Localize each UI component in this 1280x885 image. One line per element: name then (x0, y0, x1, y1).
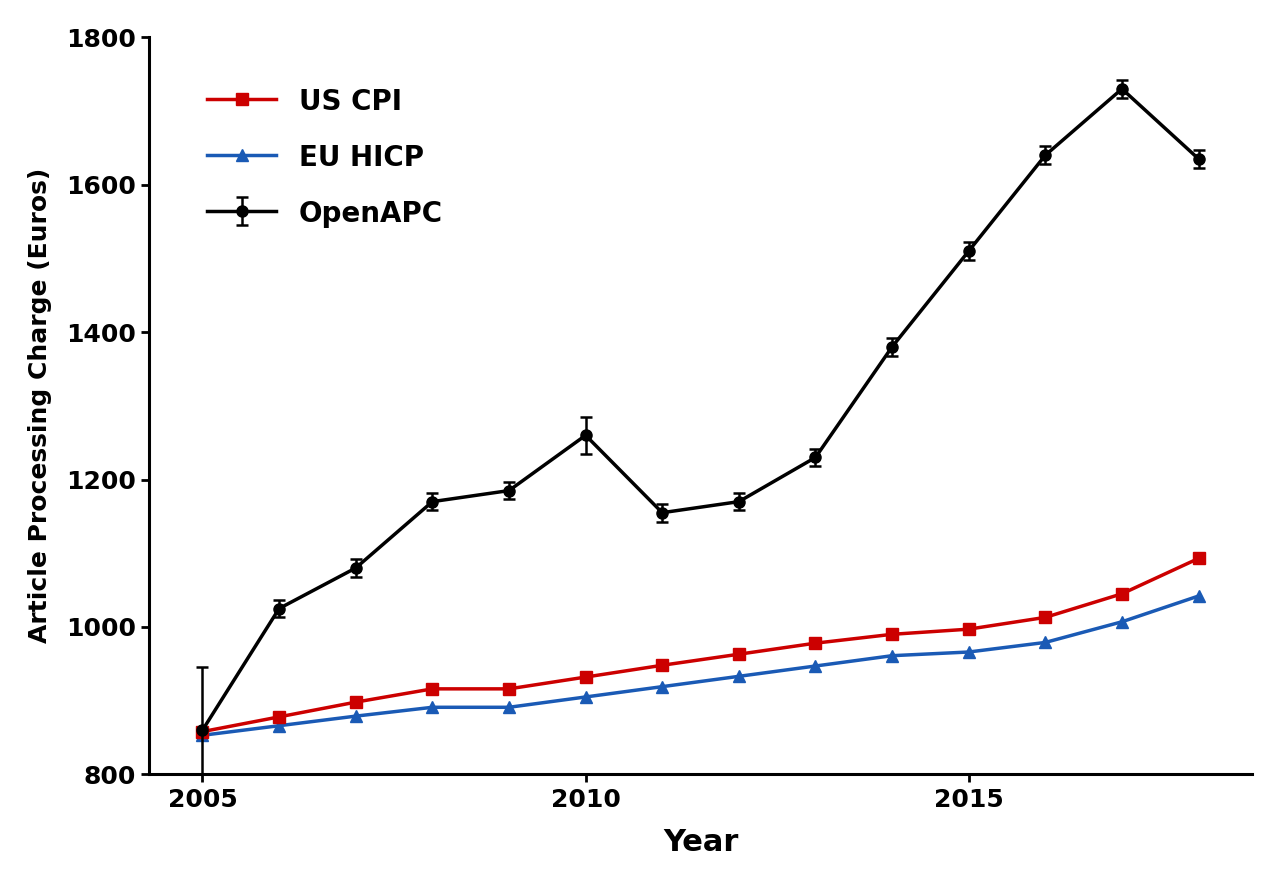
EU HICP (502, 702, 517, 712)
US CPI (425, 683, 440, 694)
EU HICP (195, 730, 210, 741)
US CPI (808, 638, 823, 649)
EU HICP (1190, 590, 1206, 601)
EU HICP (271, 720, 287, 731)
US CPI (348, 696, 364, 707)
US CPI (195, 727, 210, 737)
US CPI (1190, 553, 1206, 564)
US CPI (1038, 612, 1053, 623)
EU HICP (654, 681, 669, 692)
US CPI (502, 683, 517, 694)
US CPI (731, 649, 746, 659)
US CPI (961, 624, 977, 635)
EU HICP (884, 650, 900, 661)
EU HICP (425, 702, 440, 712)
Y-axis label: Article Processing Charge (Euros): Article Processing Charge (Euros) (28, 168, 51, 643)
Line: EU HICP: EU HICP (197, 590, 1204, 741)
X-axis label: Year: Year (663, 828, 739, 858)
US CPI (654, 660, 669, 671)
EU HICP (808, 661, 823, 672)
EU HICP (579, 692, 594, 703)
EU HICP (1115, 617, 1130, 627)
EU HICP (961, 647, 977, 658)
US CPI (271, 712, 287, 722)
EU HICP (731, 671, 746, 681)
US CPI (884, 629, 900, 640)
US CPI (579, 672, 594, 682)
Legend: US CPI, EU HICP, OpenAPC: US CPI, EU HICP, OpenAPC (184, 65, 465, 250)
EU HICP (1038, 637, 1053, 648)
Line: US CPI: US CPI (197, 553, 1204, 737)
EU HICP (348, 711, 364, 721)
US CPI (1115, 589, 1130, 599)
